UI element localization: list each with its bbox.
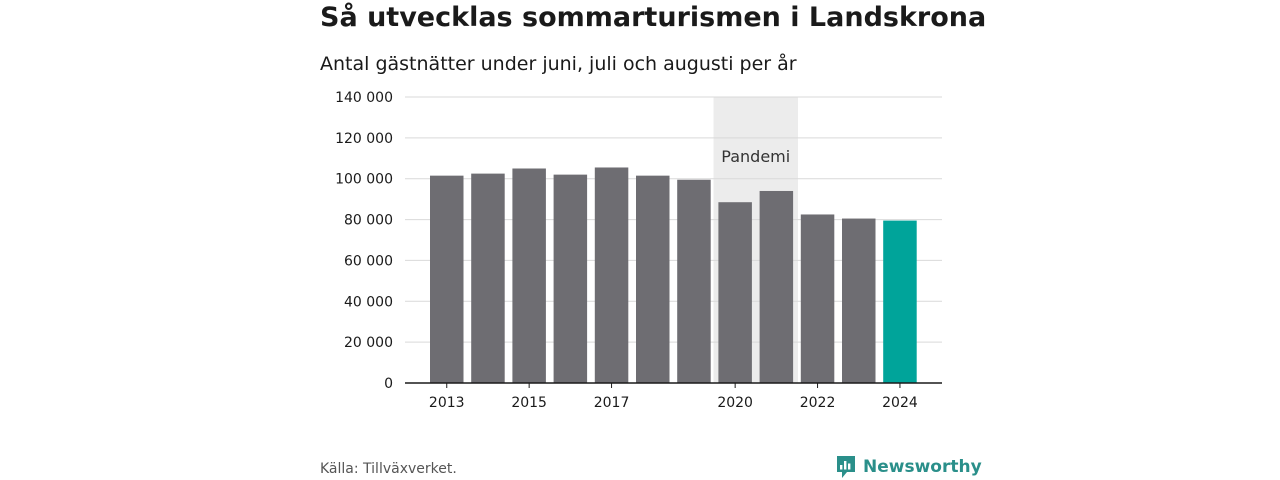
bar-2019 — [677, 179, 711, 383]
bar-2014 — [471, 173, 505, 383]
y-tick-label: 20 000 — [344, 335, 393, 351]
x-tick-label: 2017 — [594, 395, 630, 411]
x-tick-label: 2022 — [800, 395, 836, 411]
y-tick-label: 60 000 — [344, 253, 393, 269]
x-tick-label: 2024 — [882, 395, 918, 411]
tick-labels: 0 20 000 40 000 60 000 80 000 100 000 120 000 1… — [335, 90, 918, 411]
x-tick-label: 2020 — [717, 395, 753, 411]
bar-2013 — [430, 175, 464, 383]
bar-2022 — [800, 214, 835, 383]
y-tick-label: 120 000 — [335, 131, 393, 147]
axes — [405, 382, 942, 388]
chart-title: Så utvecklas sommarturismen i Landskrona — [320, 2, 987, 33]
source-note: Källa: Tillväxverket. — [320, 461, 457, 477]
bar-2016 — [553, 174, 588, 383]
bars — [430, 167, 917, 383]
y-tick-label: 0 — [384, 376, 393, 392]
bar-2021 — [759, 190, 794, 383]
y-tick-label: 40 000 — [344, 294, 393, 310]
x-tick-label: 2015 — [511, 395, 547, 411]
bar-2024 — [883, 220, 917, 383]
brand: Newsworthy — [835, 454, 982, 480]
newsworthy-logo-icon — [837, 456, 855, 478]
chart-subtitle: Antal gästnätter under juni, juli och au… — [320, 53, 797, 75]
x-tick-label: 2013 — [429, 395, 465, 411]
bar-2015 — [512, 168, 546, 383]
y-tick-label: 80 000 — [344, 213, 393, 229]
bar-2023 — [842, 218, 876, 383]
bar-2020 — [718, 202, 752, 383]
brand-name: Newsworthy — [863, 457, 982, 477]
bar-2017 — [594, 167, 629, 383]
bar-2018 — [636, 175, 670, 383]
y-tick-label: 140 000 — [335, 90, 393, 106]
pandemic-label: Pandemi — [721, 147, 790, 166]
y-tick-label: 100 000 — [335, 172, 393, 188]
